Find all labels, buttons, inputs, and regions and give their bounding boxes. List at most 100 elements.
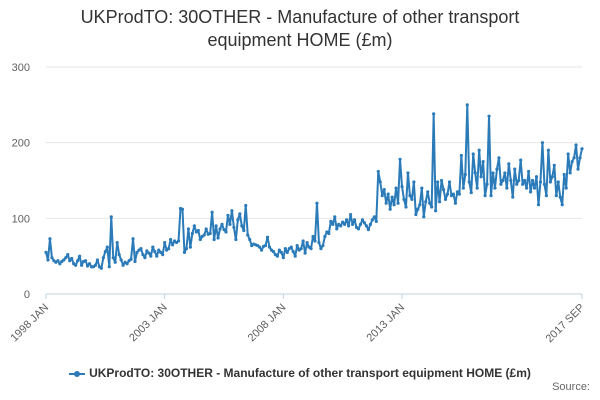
data-point — [378, 180, 382, 184]
data-point — [410, 197, 414, 202]
data-point — [46, 258, 50, 262]
data-point — [443, 197, 448, 202]
y-tick-label: 0 — [24, 289, 30, 301]
data-point — [87, 262, 92, 266]
data-point — [204, 227, 208, 231]
data-point — [234, 237, 238, 242]
data-point — [493, 186, 497, 190]
data-point — [380, 194, 384, 198]
data-point — [394, 186, 398, 190]
data-point — [414, 212, 418, 217]
data-point — [68, 259, 72, 263]
data-point — [479, 175, 483, 179]
data-point — [416, 207, 420, 211]
data-point — [295, 243, 299, 248]
data-point — [445, 192, 450, 196]
data-point — [133, 259, 137, 264]
data-point — [560, 203, 564, 207]
data-point — [453, 201, 458, 205]
data-point — [386, 192, 390, 196]
data-point — [475, 186, 479, 190]
data-point — [424, 200, 428, 204]
data-point — [277, 248, 281, 252]
data-point — [580, 147, 584, 151]
data-point — [58, 262, 62, 266]
x-tick-label: 2013 JAN — [364, 302, 407, 345]
data-point — [281, 256, 285, 260]
data-point — [554, 194, 558, 198]
data-point — [509, 178, 513, 183]
data-point — [544, 194, 549, 198]
data-point — [224, 230, 228, 234]
chart-title-line2: equipment HOME (£m) — [207, 30, 393, 50]
data-point — [390, 195, 394, 199]
data-point — [368, 222, 372, 226]
data-point — [305, 240, 309, 245]
data-point — [186, 227, 191, 231]
data-point — [540, 141, 545, 145]
data-point — [131, 237, 135, 241]
chart-title-line1: UKProdTO: 30OTHER - Manufacture of other… — [80, 7, 520, 27]
data-point — [366, 228, 370, 232]
data-point — [578, 156, 582, 160]
y-tick-label: 200 — [12, 138, 30, 150]
data-point — [384, 201, 388, 205]
data-point — [228, 222, 232, 226]
data-point — [400, 184, 404, 189]
legend[interactable]: UKProdTO: 30OTHER - Manufacture of other… — [0, 366, 600, 380]
data-point — [392, 203, 396, 207]
data-point — [259, 248, 264, 252]
data-point — [329, 219, 333, 223]
data-point — [70, 256, 74, 261]
data-point — [119, 258, 123, 262]
data-point — [121, 263, 125, 267]
data-point — [527, 169, 531, 174]
data-point — [196, 228, 200, 233]
data-point — [434, 209, 438, 213]
x-axis — [45, 293, 583, 299]
data-point — [283, 247, 287, 251]
data-point — [487, 114, 491, 118]
data-point — [240, 224, 244, 228]
data-point — [289, 245, 293, 249]
data-point — [214, 224, 218, 228]
data-point — [402, 197, 406, 202]
data-point — [372, 215, 376, 219]
data-point — [523, 178, 527, 183]
data-point — [477, 148, 481, 152]
data-point — [556, 180, 560, 184]
data-point — [463, 172, 467, 177]
data-point — [117, 253, 121, 257]
data-point — [420, 186, 424, 190]
data-point — [78, 254, 82, 258]
source-credit[interactable]: Source: — [552, 381, 590, 393]
data-point — [238, 212, 242, 216]
series-group — [44, 103, 584, 270]
data-point — [382, 187, 386, 192]
data-point — [48, 237, 52, 241]
data-point — [212, 237, 216, 242]
data-point — [542, 182, 547, 186]
data-point — [220, 222, 224, 226]
data-point — [99, 266, 103, 270]
data-point — [564, 186, 568, 190]
data-point — [574, 143, 578, 147]
data-point — [232, 225, 236, 230]
data-point — [333, 215, 337, 219]
data-point — [388, 207, 392, 211]
data-point — [107, 265, 111, 269]
data-point — [155, 254, 159, 258]
data-point — [198, 237, 202, 242]
data-point — [309, 247, 313, 251]
data-point — [190, 231, 194, 236]
data-point — [404, 205, 408, 209]
data-point — [246, 233, 250, 237]
data-point — [153, 250, 157, 254]
data-point — [323, 234, 327, 239]
data-point — [489, 194, 493, 198]
data-point — [519, 158, 523, 162]
data-point — [505, 186, 509, 190]
data-point — [50, 256, 54, 260]
data-point — [396, 201, 400, 205]
data-point — [550, 175, 554, 179]
